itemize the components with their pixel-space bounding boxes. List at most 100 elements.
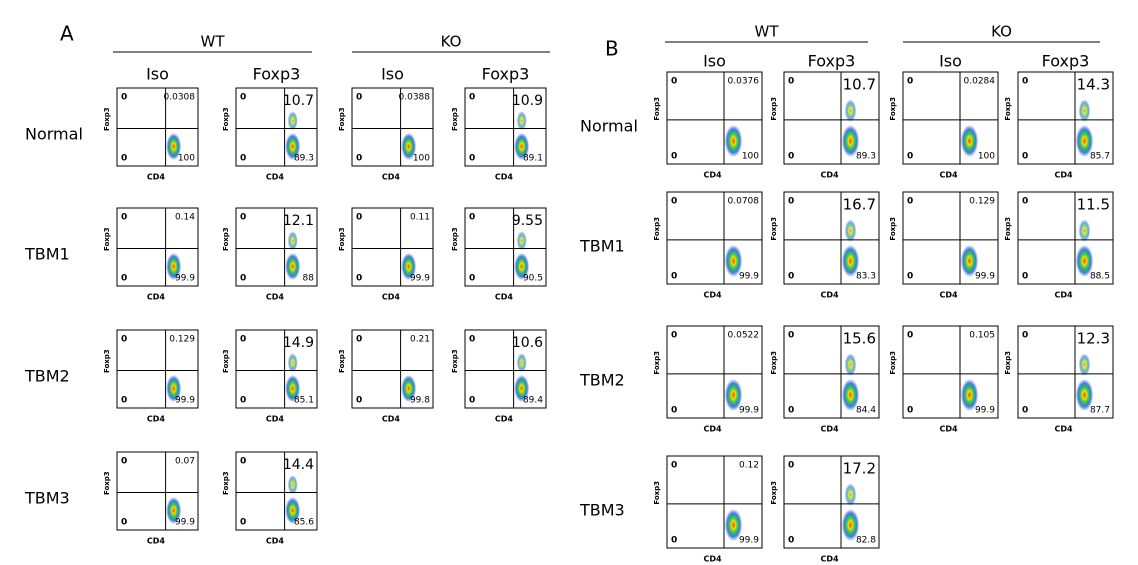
quadrant-value: 0.0376 xyxy=(728,77,760,87)
density-cloud xyxy=(1075,125,1094,157)
quadrant-value: 0 xyxy=(356,396,362,406)
row-label: Normal xyxy=(580,117,638,136)
density-cloud xyxy=(960,245,979,277)
x-axis-label: CD4 xyxy=(821,555,840,564)
quadrant-value: 15.6 xyxy=(843,330,876,348)
flow-plot: 0 10.6 0 89.4 CD4 Foxp3 xyxy=(451,329,547,424)
y-axis-label: Foxp3 xyxy=(889,351,897,375)
column-header: Iso xyxy=(939,52,962,71)
plot-frame xyxy=(464,207,547,287)
quadrant-value: 0 xyxy=(240,274,246,284)
plot-frame xyxy=(351,207,434,287)
quadrant-value: 88 xyxy=(303,274,315,284)
flow-plot: 0 14.9 0 85.1 CD4 Foxp3 xyxy=(222,329,318,424)
quadrant-value: 0.0388 xyxy=(399,93,431,103)
quadrant-value: 0.0708 xyxy=(728,197,760,207)
density-cloud xyxy=(960,125,979,157)
density-cloud xyxy=(724,379,743,411)
column-header: Foxp3 xyxy=(253,65,301,84)
quadrant-value: 0 xyxy=(121,396,127,406)
quadrant-value: 10.7 xyxy=(283,93,314,109)
quadrant-value: 16.7 xyxy=(843,196,876,214)
panel-label: B xyxy=(605,37,619,61)
x-axis-label: CD4 xyxy=(147,415,166,424)
plot-frame xyxy=(116,207,199,287)
quadrant-value: 14.9 xyxy=(283,335,314,351)
quadrant-value: 0 xyxy=(907,77,913,87)
row-label: TBM1 xyxy=(579,237,625,256)
density-cloud xyxy=(841,245,860,277)
flow-plot: 0 10.9 0 89.1 CD4 Foxp3 xyxy=(451,87,547,182)
quadrant-value: 0 xyxy=(907,406,913,416)
y-axis-label: Foxp3 xyxy=(451,227,459,251)
density-cloud xyxy=(401,253,416,280)
plot-frame xyxy=(666,191,763,285)
density-cloud xyxy=(844,483,857,506)
flow-plot: 0 10.7 0 89.3 CD4 Foxp3 xyxy=(770,71,880,180)
quadrant-value: 0 xyxy=(671,406,677,416)
quadrant-value: 0 xyxy=(1022,272,1028,282)
quadrant-value: 0 xyxy=(671,272,677,282)
plot-frame xyxy=(783,325,880,419)
quadrant-value: 0 xyxy=(788,272,794,282)
plot-frame xyxy=(1017,325,1114,419)
quadrant-value: 0 xyxy=(907,272,913,282)
y-axis-label: Foxp3 xyxy=(222,227,230,251)
y-axis-label: Foxp3 xyxy=(222,107,230,131)
y-axis-label: Foxp3 xyxy=(770,481,778,505)
plot-frame xyxy=(902,191,999,285)
quadrant-value: 0 xyxy=(121,274,127,284)
quadrant-value: 99.9 xyxy=(739,536,759,546)
quadrant-value: 99.9 xyxy=(175,518,195,528)
density-cloud xyxy=(724,245,743,277)
x-axis-label: CD4 xyxy=(940,291,959,300)
quadrant-value: 0.14 xyxy=(175,213,195,223)
quadrant-value: 85.1 xyxy=(294,396,314,406)
x-axis-label: CD4 xyxy=(821,171,840,180)
density-cloud xyxy=(1075,379,1094,411)
y-axis-label: Foxp3 xyxy=(770,217,778,241)
flow-plot: 0 0.14 0 99.9 CD4 Foxp3 xyxy=(103,207,199,302)
flow-plot: 0 0.07 0 99.9 CD4 Foxp3 xyxy=(103,451,199,546)
quadrant-value: 0 xyxy=(1022,152,1028,162)
density-cloud xyxy=(287,353,298,373)
y-axis-label: Foxp3 xyxy=(889,217,897,241)
quadrant-value: 0 xyxy=(1022,197,1028,207)
quadrant-value: 0 xyxy=(469,396,475,406)
x-axis-label: CD4 xyxy=(266,293,285,302)
plot-frame xyxy=(902,71,999,165)
y-axis-label: Foxp3 xyxy=(653,481,661,505)
quadrant-value: 83.3 xyxy=(856,272,876,282)
x-axis-label: CD4 xyxy=(704,555,723,564)
quadrant-value: 99.9 xyxy=(739,272,759,282)
plot-frame xyxy=(783,455,880,549)
quadrant-value: 0 xyxy=(240,518,246,528)
y-axis-label: Foxp3 xyxy=(653,97,661,121)
flow-plot: 0 0.0284 0 100 CD4 Foxp3 xyxy=(889,71,999,180)
density-cloud xyxy=(841,509,860,541)
column-header: Iso xyxy=(146,65,169,84)
quadrant-value: 0 xyxy=(907,152,913,162)
quadrant-value: 11.5 xyxy=(1077,196,1110,214)
row-label: TBM2 xyxy=(579,371,625,390)
quadrant-value: 0 xyxy=(240,93,246,103)
quadrant-value: 0 xyxy=(1022,406,1028,416)
flow-plot: 0 15.6 0 84.4 CD4 Foxp3 xyxy=(770,325,880,434)
density-cloud xyxy=(401,375,416,402)
y-axis-label: Foxp3 xyxy=(222,349,230,373)
flow-plot: 0 12.3 0 87.7 CD4 Foxp3 xyxy=(1004,325,1114,434)
plot-frame xyxy=(666,455,763,549)
row-label: TBM3 xyxy=(24,488,70,507)
quadrant-value: 0 xyxy=(356,335,362,345)
density-cloud xyxy=(166,133,181,160)
plot-frame xyxy=(235,207,318,287)
quadrant-value: 84.4 xyxy=(856,406,876,416)
plot-frame xyxy=(235,329,318,409)
y-axis-label: Foxp3 xyxy=(338,227,346,251)
density-cloud xyxy=(844,353,857,376)
flow-plot: 0 0.0308 0 100 CD4 Foxp3 xyxy=(103,87,199,182)
quadrant-value: 100 xyxy=(413,154,430,164)
y-axis-label: Foxp3 xyxy=(770,97,778,121)
x-axis-label: CD4 xyxy=(495,415,514,424)
quadrant-value: 85.7 xyxy=(1090,152,1110,162)
